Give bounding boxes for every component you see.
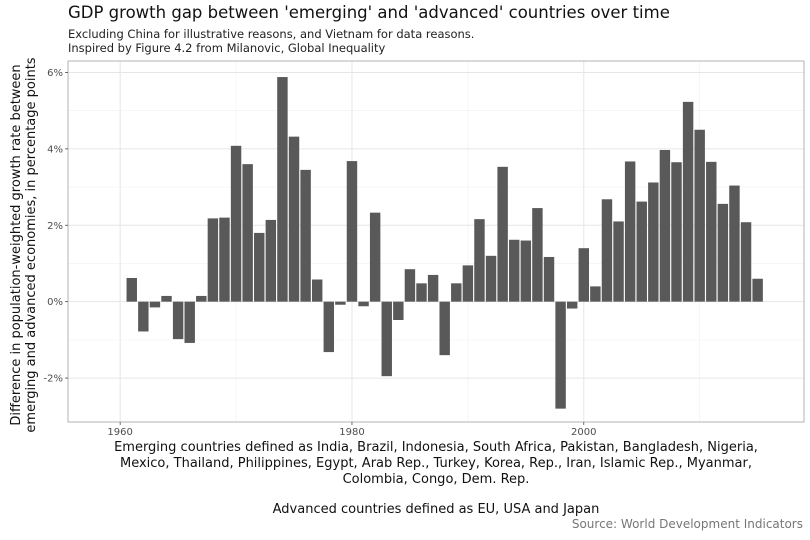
bar-2005 <box>636 201 647 302</box>
bar-1973 <box>265 219 277 302</box>
bar-1999 <box>566 301 578 309</box>
bar-2002 <box>601 199 613 302</box>
plot-panel-border <box>67 60 805 423</box>
y-tick-label: 0% <box>47 297 63 308</box>
bar-1993 <box>497 166 508 302</box>
subtitle-line-1: Excluding China for illustrative reasons… <box>68 27 475 41</box>
bar-2007 <box>659 150 671 302</box>
bar-1998 <box>555 301 566 409</box>
bar-1962 <box>138 301 149 332</box>
bar-1988 <box>439 301 450 356</box>
bar-1981 <box>358 301 369 307</box>
bar-1987 <box>427 274 439 302</box>
bar-2015 <box>752 278 763 302</box>
y-tick-label: 4% <box>47 144 63 155</box>
bar-2003 <box>613 221 624 302</box>
y-tick-label: -2% <box>44 374 63 385</box>
bar-2010 <box>694 129 705 302</box>
subtitle-line-2: Inspired by Figure 4.2 from Milanovic, G… <box>68 41 386 55</box>
x-tick-label: 1960 <box>107 427 132 438</box>
bar-1967 <box>196 295 207 302</box>
chart-subtitle: Excluding China for illustrative reasons… <box>68 27 474 55</box>
x-tick-label: 1980 <box>339 427 364 438</box>
bar-1995 <box>520 240 532 302</box>
y-tick-label: 2% <box>47 221 63 232</box>
bar-2006 <box>648 182 659 302</box>
bar-1997 <box>543 256 555 302</box>
bar-1984 <box>393 301 404 321</box>
bar-1975 <box>288 136 300 302</box>
x-axis-label: Emerging countries defined as India, Bra… <box>68 440 804 518</box>
bar-1986 <box>416 283 427 302</box>
bar-1965 <box>172 301 184 340</box>
bar-2004 <box>624 161 636 302</box>
bar-2012 <box>717 203 729 302</box>
bar-1964 <box>161 295 172 302</box>
bar-1972 <box>254 232 265 302</box>
bar-1992 <box>485 255 497 302</box>
bar-1996 <box>532 208 543 302</box>
x-tick-label: 2000 <box>571 427 596 438</box>
bar-2001 <box>590 286 601 302</box>
bar-1976 <box>300 169 311 302</box>
y-tick-label: 6% <box>47 68 63 79</box>
bar-1980 <box>346 161 358 302</box>
bar-2008 <box>671 162 682 302</box>
bar-1990 <box>462 265 474 302</box>
bar-1966 <box>184 301 195 343</box>
bar-1991 <box>474 219 485 302</box>
bar-2014 <box>740 222 752 302</box>
bar-2013 <box>729 185 740 302</box>
bar-1985 <box>404 269 416 302</box>
bar-1974 <box>277 77 288 302</box>
bar-1971 <box>242 164 253 302</box>
x-axis-label-line-5: Advanced countries defined as EU, USA an… <box>272 502 600 517</box>
bar-2011 <box>706 161 717 302</box>
bar-1963 <box>149 301 161 308</box>
bar-1977 <box>311 279 323 302</box>
bar-1968 <box>207 218 219 302</box>
x-axis-label-line-2: Mexico, Thailand, Philippines, Egypt, Ar… <box>119 456 752 471</box>
bar-1970 <box>230 145 242 302</box>
bar-2000 <box>578 248 589 302</box>
source-caption: Source: World Development Indicators <box>571 517 803 531</box>
x-axis-label-line-1: Emerging countries defined as India, Bra… <box>114 440 758 455</box>
bar-1982 <box>369 212 381 302</box>
chart-title: GDP growth gap between 'emerging' and 'a… <box>68 3 670 22</box>
bar-1961 <box>126 277 137 302</box>
bar-1969 <box>219 217 230 302</box>
x-axis-label-line-3: Colombia, Congo, Dem. Rep. <box>342 472 530 487</box>
bar-1983 <box>381 301 392 377</box>
bar-1994 <box>509 239 520 302</box>
bar-2009 <box>682 101 694 302</box>
bar-1979 <box>335 301 346 305</box>
bar-1978 <box>323 301 335 353</box>
bar-1989 <box>451 283 462 302</box>
